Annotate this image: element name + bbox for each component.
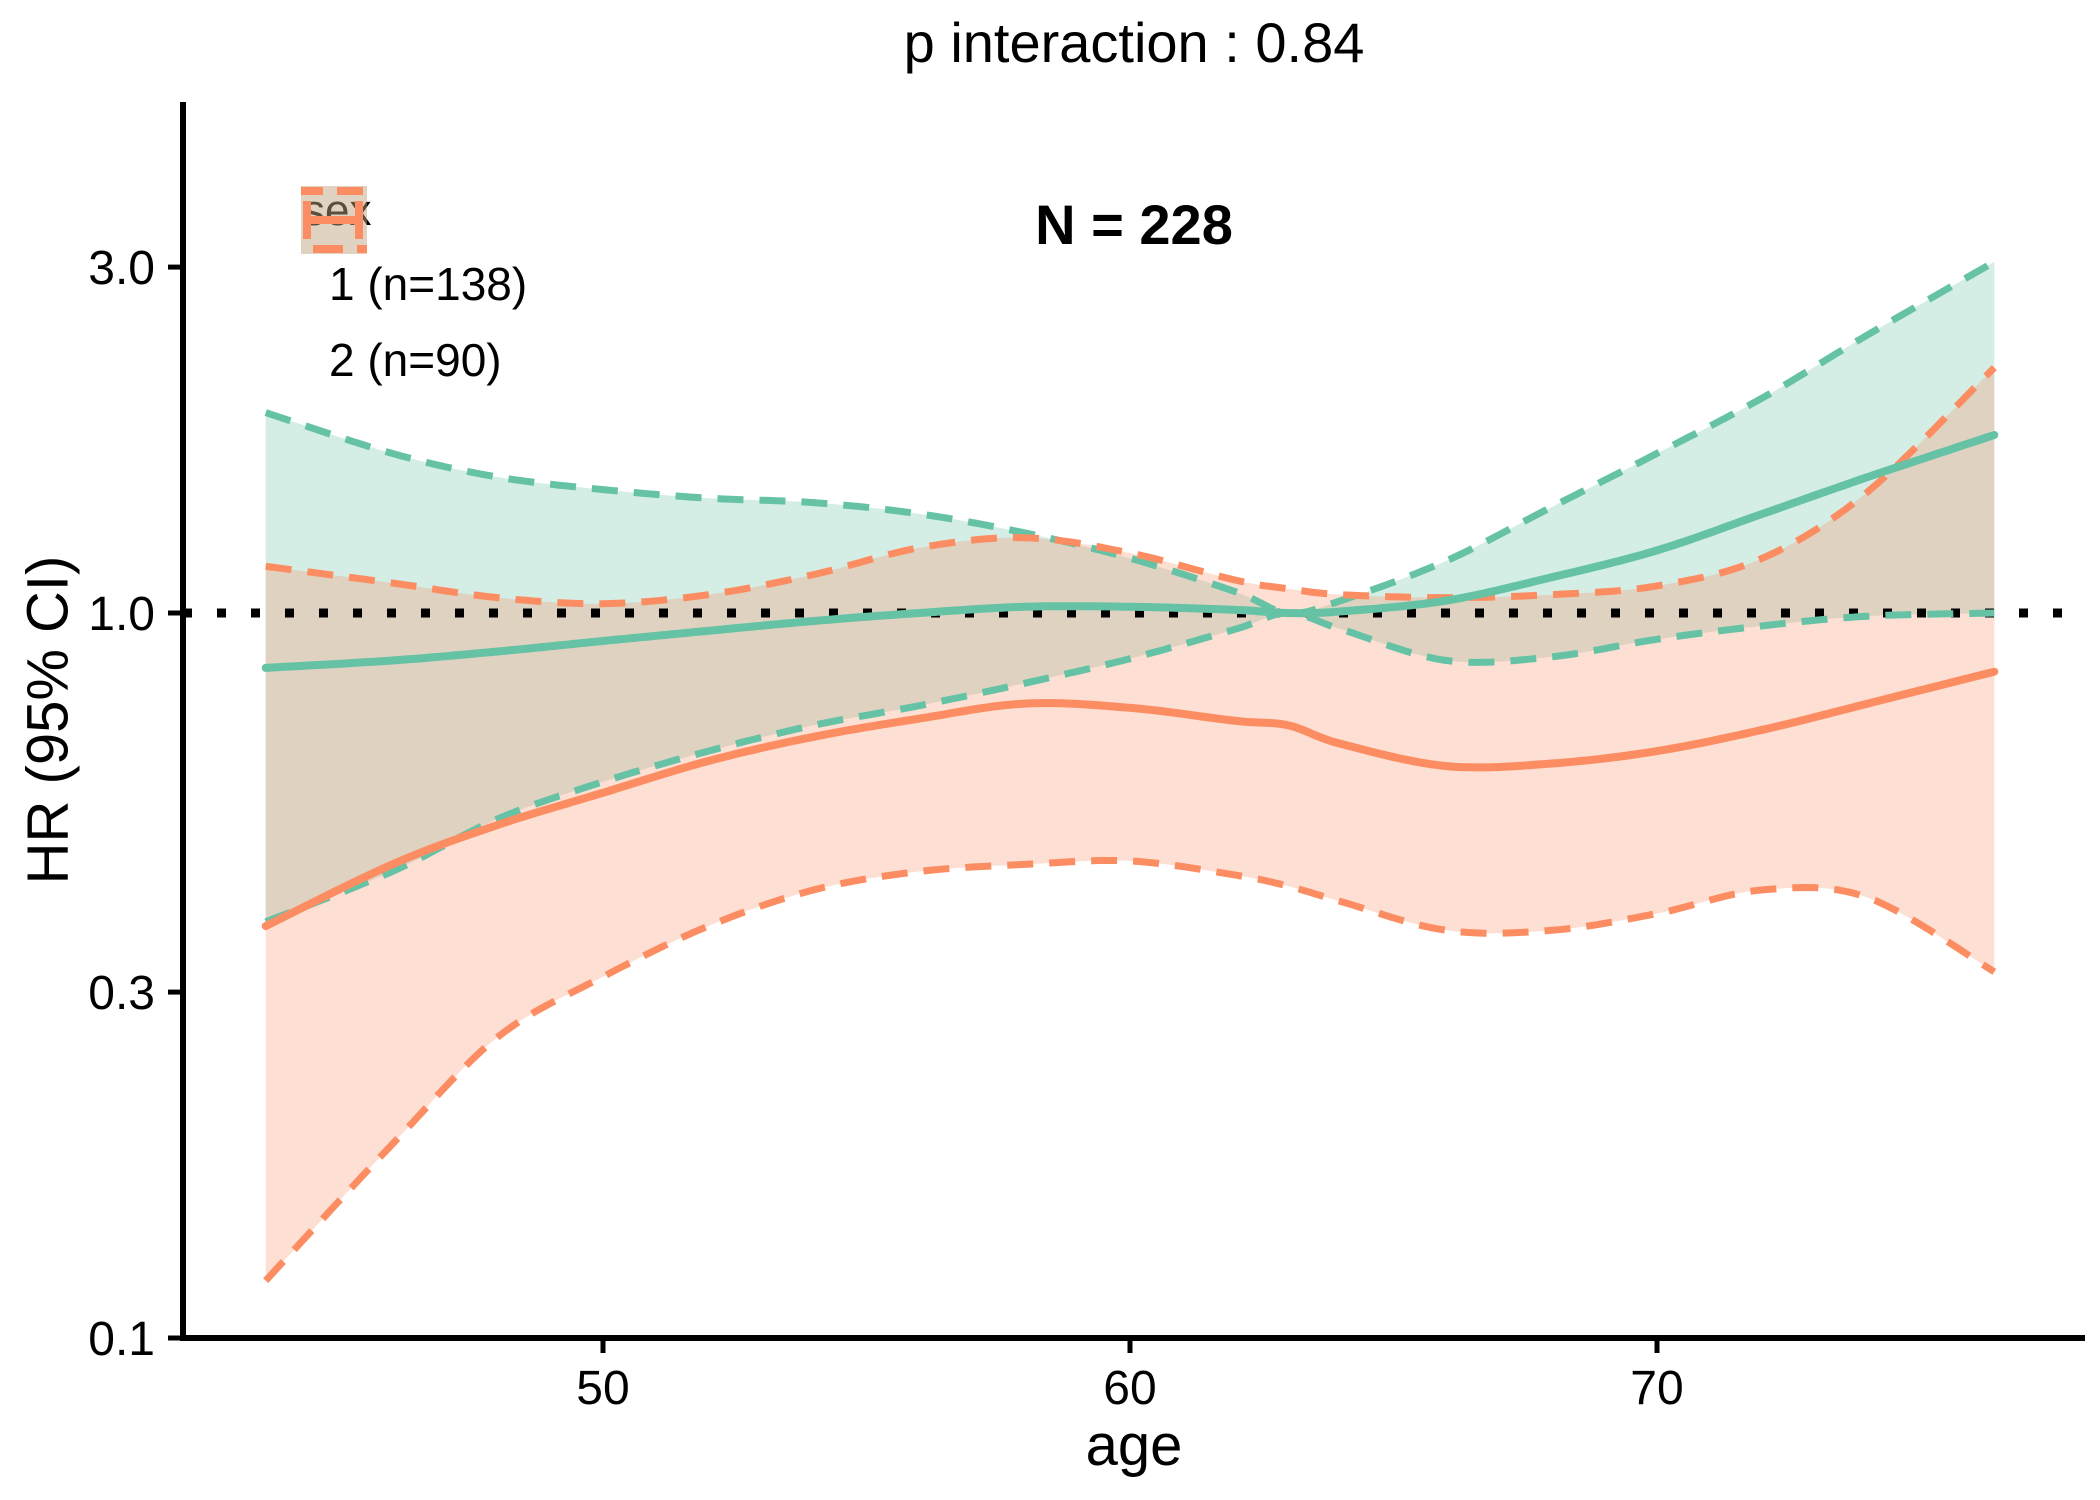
y-tick-label: 1.0 [88, 588, 155, 641]
sample-size-annotation: N = 228 [1035, 193, 1233, 256]
legend-label-sex1: 1 (n=138) [329, 258, 528, 310]
sex1-estimate-line [261, 431, 1999, 672]
legend-label-sex2: 2 (n=90) [329, 334, 502, 386]
legend-key-sex2 [301, 186, 367, 254]
plot-title: p interaction : 0.84 [903, 11, 1365, 74]
legend-item-sex2: 2 (n=90) [301, 186, 527, 394]
x-axis-title: age [1085, 1413, 1183, 1478]
legend-item-sex1: 1 (n=138) [301, 186, 528, 318]
y-tick-label: 0.1 [88, 1313, 155, 1366]
sex2-upper-ci-line [265, 365, 1997, 608]
x-tick-label: 50 [576, 1362, 629, 1415]
y-axis-title: HR (95% CI) [15, 555, 81, 885]
sex1-ci-ribbon [265, 261, 1995, 922]
sex2-estimate-line [261, 667, 1999, 931]
sex1-lower-ci-line [264, 609, 1995, 926]
legend: sex 1 (n=138) 2 (n=90) [301, 186, 527, 402]
legend-items: 1 (n=138) 2 (n=90) [301, 186, 528, 394]
x-tick-label: 60 [1103, 1362, 1156, 1415]
y-tick-label: 3.0 [88, 242, 155, 295]
sex1-upper-ci-line [264, 258, 1997, 617]
sex2-lower-ci-line [263, 857, 1997, 1283]
x-tick-label: 70 [1630, 1362, 1683, 1415]
y-tick-label: 0.3 [88, 967, 155, 1020]
